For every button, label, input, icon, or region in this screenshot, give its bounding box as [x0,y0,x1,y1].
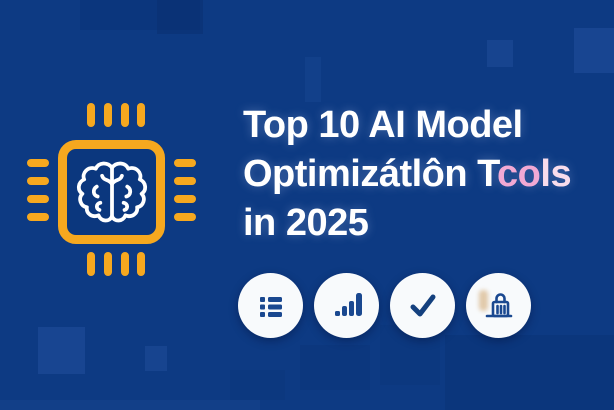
chip-pin-bottom [137,252,145,276]
chip-pin-left [27,177,49,185]
ai-chip-graphic [27,95,197,285]
feature-icon-row [238,273,531,338]
chip-pin-top [137,103,145,127]
chip-pin-bottom [121,252,129,276]
background-pattern-square [0,400,260,410]
chip-pin-bottom [87,252,95,276]
background-pattern-square [38,327,85,374]
chip-pin-top [87,103,95,127]
feature-circle-check [390,273,455,338]
chip-pin-left [27,213,49,221]
background-pattern-square [574,28,614,73]
title-line-1: Top 10 AI Model [243,104,523,146]
background-pattern-square [157,0,203,34]
background-pattern-square [145,346,167,371]
feature-circle-chart [314,273,379,338]
smudge-artifact [479,290,488,311]
background-pattern-square [445,335,614,410]
chip-pin-bottom [104,252,112,276]
chip-pin-left [27,195,49,203]
chip-pin-right [174,213,196,221]
chip-pin-right [174,195,196,203]
chip-pin-left [27,159,49,167]
feature-circle-list [238,273,303,338]
chip-pin-top [121,103,129,127]
chip-pin-right [174,159,196,167]
list-icon [259,296,282,317]
background-pattern-square [305,57,321,102]
chip-pin-right [174,177,196,185]
banner-title: Top 10 AI Model Optimizátlôn Tcols in 20… [243,101,572,248]
background-pattern-square [300,345,370,390]
padlock-icon [485,292,512,317]
feature-circle-lock [466,273,531,338]
title-light-pink-letters: ls [540,153,572,195]
background-pattern-square [80,0,200,30]
title-pink-letters: co [497,153,541,195]
background-pattern-square [487,40,513,67]
chip-pin-top [104,103,112,127]
background-pattern-square [230,370,285,400]
checkmark-icon [410,294,435,316]
bar-chart-icon [334,292,362,316]
title-line-2: Optimizátlôn Tcols [243,153,572,195]
title-line-3: in 2025 [243,202,369,244]
brain-icon [77,161,147,223]
